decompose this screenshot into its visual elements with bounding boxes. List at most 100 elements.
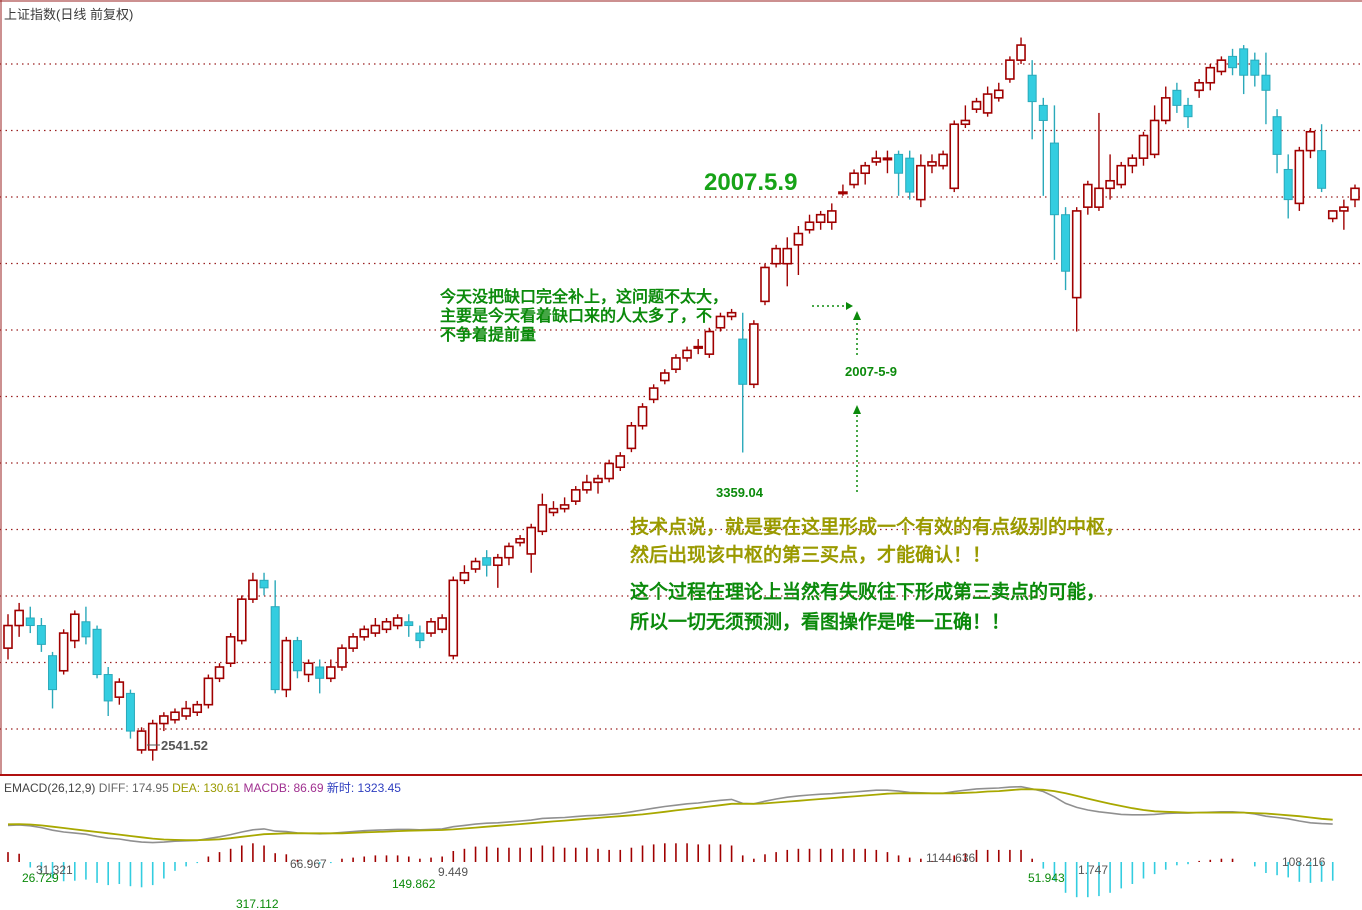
candle-body-up: [459, 571, 470, 582]
candle-body-up: [993, 89, 1004, 99]
candle-body-down: [48, 655, 58, 691]
candle-body-up: [582, 481, 592, 491]
macd-label: 9.449: [438, 865, 468, 879]
candle-body-down: [103, 674, 113, 702]
macd-label: 66.967: [290, 857, 327, 871]
candle-body-up: [1160, 97, 1171, 122]
candle-body-up: [693, 345, 703, 349]
candle-body-up: [804, 221, 815, 231]
candle-body-up: [192, 703, 203, 714]
candle-body-down: [482, 557, 492, 566]
candle-body-down: [1272, 116, 1282, 155]
candle-body-up: [882, 157, 893, 161]
candle-body-down: [738, 338, 748, 385]
tech-note-line: 技术点说，就是要在这里形成一个有效的有点级别的中枢，: [630, 515, 1124, 538]
candle-body-up: [916, 164, 926, 201]
candle-body-up: [1327, 210, 1338, 220]
start-low-label: 2541.52: [161, 738, 208, 753]
candle-body-up: [704, 330, 715, 355]
candle-body-down: [1250, 59, 1260, 76]
candle-body-up: [1138, 134, 1149, 159]
candle-body-up: [303, 662, 314, 676]
candle-body-up: [1071, 210, 1082, 299]
candle-body-up: [815, 213, 826, 224]
candle-body-down: [81, 621, 91, 638]
dea-line: [7, 788, 1333, 841]
candle-body-down: [270, 606, 280, 691]
candle-body-up: [726, 311, 737, 318]
candle-body-up: [159, 715, 169, 725]
candle-body-down: [404, 621, 414, 627]
pointer-arrow-up: [853, 405, 861, 414]
candle-body-up: [181, 707, 191, 717]
candle-body-down: [1317, 150, 1327, 189]
candle-body-up: [1127, 157, 1138, 167]
macd-label: 26.729: [22, 871, 59, 885]
candle-body-down: [1027, 74, 1037, 103]
candle-body-up: [348, 636, 358, 649]
low-mark-label: 3359.04: [716, 485, 764, 500]
annotations: 2007.5.9 今天没把缺口完全补上，这问题不太大，主要是今天看着缺口来的人太多…: [147, 169, 1124, 753]
macd-macd: MACDB: 86.69: [243, 781, 324, 795]
candle-body-up: [559, 504, 570, 510]
candle-body-up: [871, 157, 882, 163]
diff-line: [7, 785, 1333, 844]
candle-body-up: [136, 730, 147, 751]
pointer-arrow-up: [853, 311, 861, 320]
candle-body-up: [1149, 119, 1160, 156]
candle-body-up: [1094, 187, 1104, 208]
candle-body-up: [715, 315, 726, 329]
candle-body-up: [671, 357, 681, 371]
candle-body-down: [1172, 89, 1182, 106]
candle-body-up: [58, 632, 69, 672]
candle-body-up: [225, 636, 236, 665]
candle-body-up: [448, 579, 459, 657]
macd-label: 149.862: [392, 877, 436, 891]
candle-body-up: [381, 620, 392, 631]
macd-label: 51.943: [1028, 871, 1065, 885]
candle-body-up: [281, 639, 292, 691]
candle-body-up: [248, 579, 258, 600]
candle-body-up: [359, 628, 370, 638]
macd-name: EMACD(26,12,9): [4, 781, 96, 795]
candle-body-up: [660, 372, 670, 382]
candle-body-down: [259, 579, 269, 589]
candle-body-up: [392, 617, 403, 627]
candle-body-up: [470, 560, 481, 570]
candle-body-up: [1083, 183, 1093, 208]
candle-body-up: [749, 323, 759, 386]
candle-body-up: [1350, 187, 1360, 201]
candle-body-down: [1061, 214, 1071, 272]
macd-label: 108.216: [1282, 855, 1326, 869]
candle-body-up: [615, 455, 626, 469]
candle-body-down: [25, 617, 35, 627]
candle-body-up: [626, 424, 637, 450]
candle-body-up: [14, 609, 24, 627]
candle-body-up: [782, 247, 793, 265]
candle-body-up: [437, 617, 447, 631]
pointer-arrow-right: [846, 302, 853, 310]
candle-body-down: [415, 632, 425, 642]
candle-body-up: [570, 489, 581, 502]
candle-body-up: [1105, 179, 1115, 190]
theory-note-line: 这个过程在理论上当然有失败往下形成第三卖点的可能，: [630, 580, 1105, 603]
candle-body-up: [849, 172, 859, 186]
price-grid: [0, 0, 1362, 776]
gap-note-line: 主要是今天看着缺口来的人太多了，不: [440, 306, 712, 325]
candle-body-up: [1205, 66, 1216, 84]
macd-header: EMACD(26,12,9) DIFF: 174.95 DEA: 130.61 …: [4, 779, 401, 796]
candle-body-up: [760, 266, 770, 303]
macd-label: 1144.636: [926, 851, 975, 865]
candle-body-up: [170, 711, 180, 721]
candle-body-up: [537, 504, 548, 533]
candle-body-up: [1305, 130, 1316, 152]
candle-body-up: [1194, 81, 1204, 92]
candle-body-down: [1038, 104, 1048, 121]
candle-body-up: [426, 620, 436, 634]
candle-body-up: [504, 545, 514, 559]
candle-body-up: [771, 247, 781, 265]
candle-body-up: [793, 232, 804, 246]
candle-body-up: [1016, 44, 1026, 61]
